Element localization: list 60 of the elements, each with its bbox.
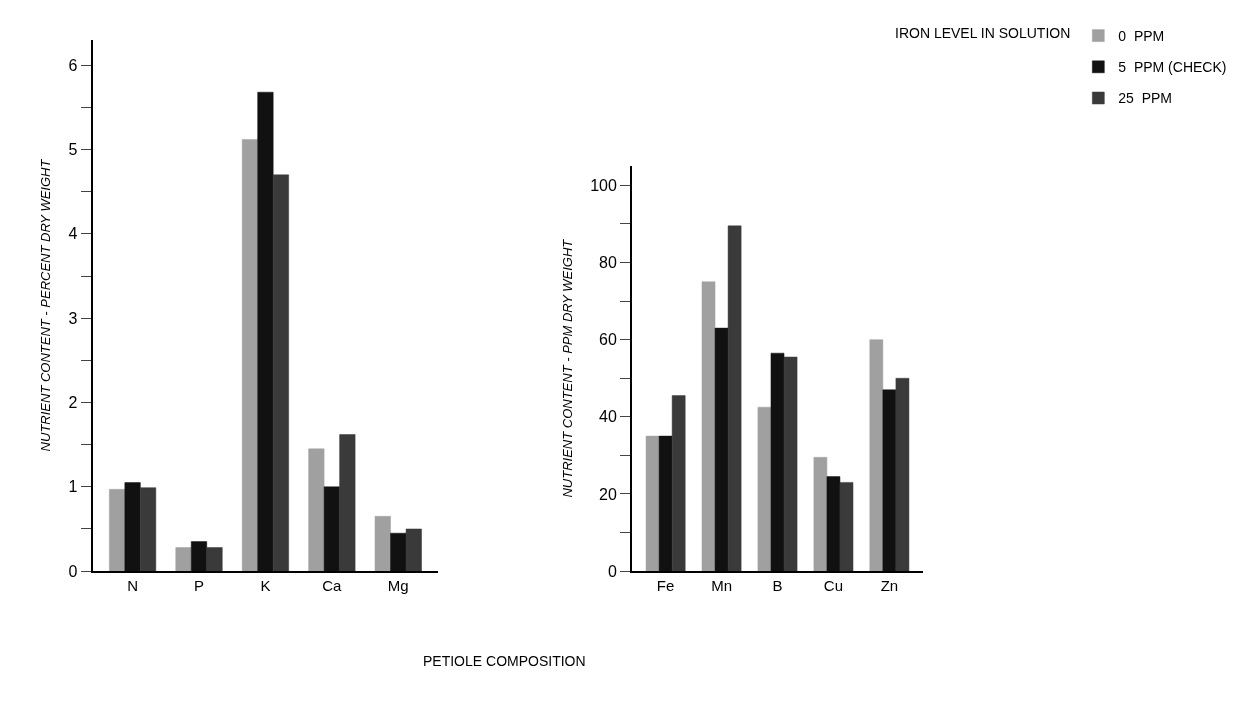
legend-label: 5 PPM (CHECK) <box>1118 59 1227 76</box>
bar <box>374 516 391 572</box>
y-tick-label: 3 <box>68 309 78 327</box>
bar <box>645 435 660 572</box>
bar <box>241 139 258 572</box>
y-tick-label: 40 <box>599 408 617 426</box>
x-tick-label: Mn <box>711 577 732 595</box>
y-tick-label: 60 <box>599 331 617 349</box>
x-tick-label: Ca <box>322 577 343 595</box>
y-tick-label: 5 <box>68 141 78 159</box>
legend-title: IRON LEVEL IN SOLUTION <box>895 25 1071 42</box>
bar <box>839 482 854 572</box>
x-tick-label: P <box>193 577 205 595</box>
y-tick-label: 100 <box>590 176 617 194</box>
bar <box>191 541 207 572</box>
bar <box>671 395 686 572</box>
y-tick-label: 6 <box>68 56 78 74</box>
y-axis-title: NUTRIENT CONTENT - PERCENT DRY WEIGHT <box>38 158 54 452</box>
bar <box>783 356 798 572</box>
bar <box>405 528 422 572</box>
bar <box>826 476 841 572</box>
x-tick-label: K <box>260 577 271 595</box>
bar <box>813 457 828 572</box>
x-tick-label: B <box>772 577 783 595</box>
bar <box>390 532 407 572</box>
x-tick-label: N <box>127 577 138 595</box>
x-tick-label: Zn <box>880 577 899 595</box>
y-tick-label: 1 <box>68 478 78 496</box>
bar <box>869 339 884 572</box>
y-tick-label: 20 <box>599 485 617 503</box>
bar <box>175 547 192 572</box>
x-axis-title: PETIOLE COMPOSITION <box>423 653 586 669</box>
x-tick-label: Mg <box>387 577 409 595</box>
bar <box>757 406 772 572</box>
y-tick-label: 2 <box>68 394 78 412</box>
bar <box>257 91 274 572</box>
bar <box>770 352 785 572</box>
bar <box>714 327 729 572</box>
x-tick-label: Cu <box>823 577 844 595</box>
bar <box>701 281 716 572</box>
y-tick-label: 0 <box>68 562 78 580</box>
legend-label: 25 PPM <box>1118 90 1173 107</box>
y-tick-label: 0 <box>607 562 617 580</box>
bar <box>124 482 141 572</box>
legend-label: 0 PPM <box>1118 28 1165 45</box>
bar <box>206 547 223 572</box>
bar <box>339 434 356 572</box>
bar <box>727 225 742 572</box>
x-tick-label: Fe <box>656 577 675 595</box>
y-axis-title: NUTRIENT CONTENT - PPM DRY WEIGHT <box>559 238 575 498</box>
bar <box>272 174 289 572</box>
bar <box>308 448 325 572</box>
bar <box>140 487 157 572</box>
y-tick-label: 80 <box>599 254 617 272</box>
bar <box>882 389 897 572</box>
bar <box>109 489 126 572</box>
bar <box>895 377 910 572</box>
bar <box>658 435 673 572</box>
y-tick-label: 4 <box>68 225 78 243</box>
bar <box>323 486 340 572</box>
